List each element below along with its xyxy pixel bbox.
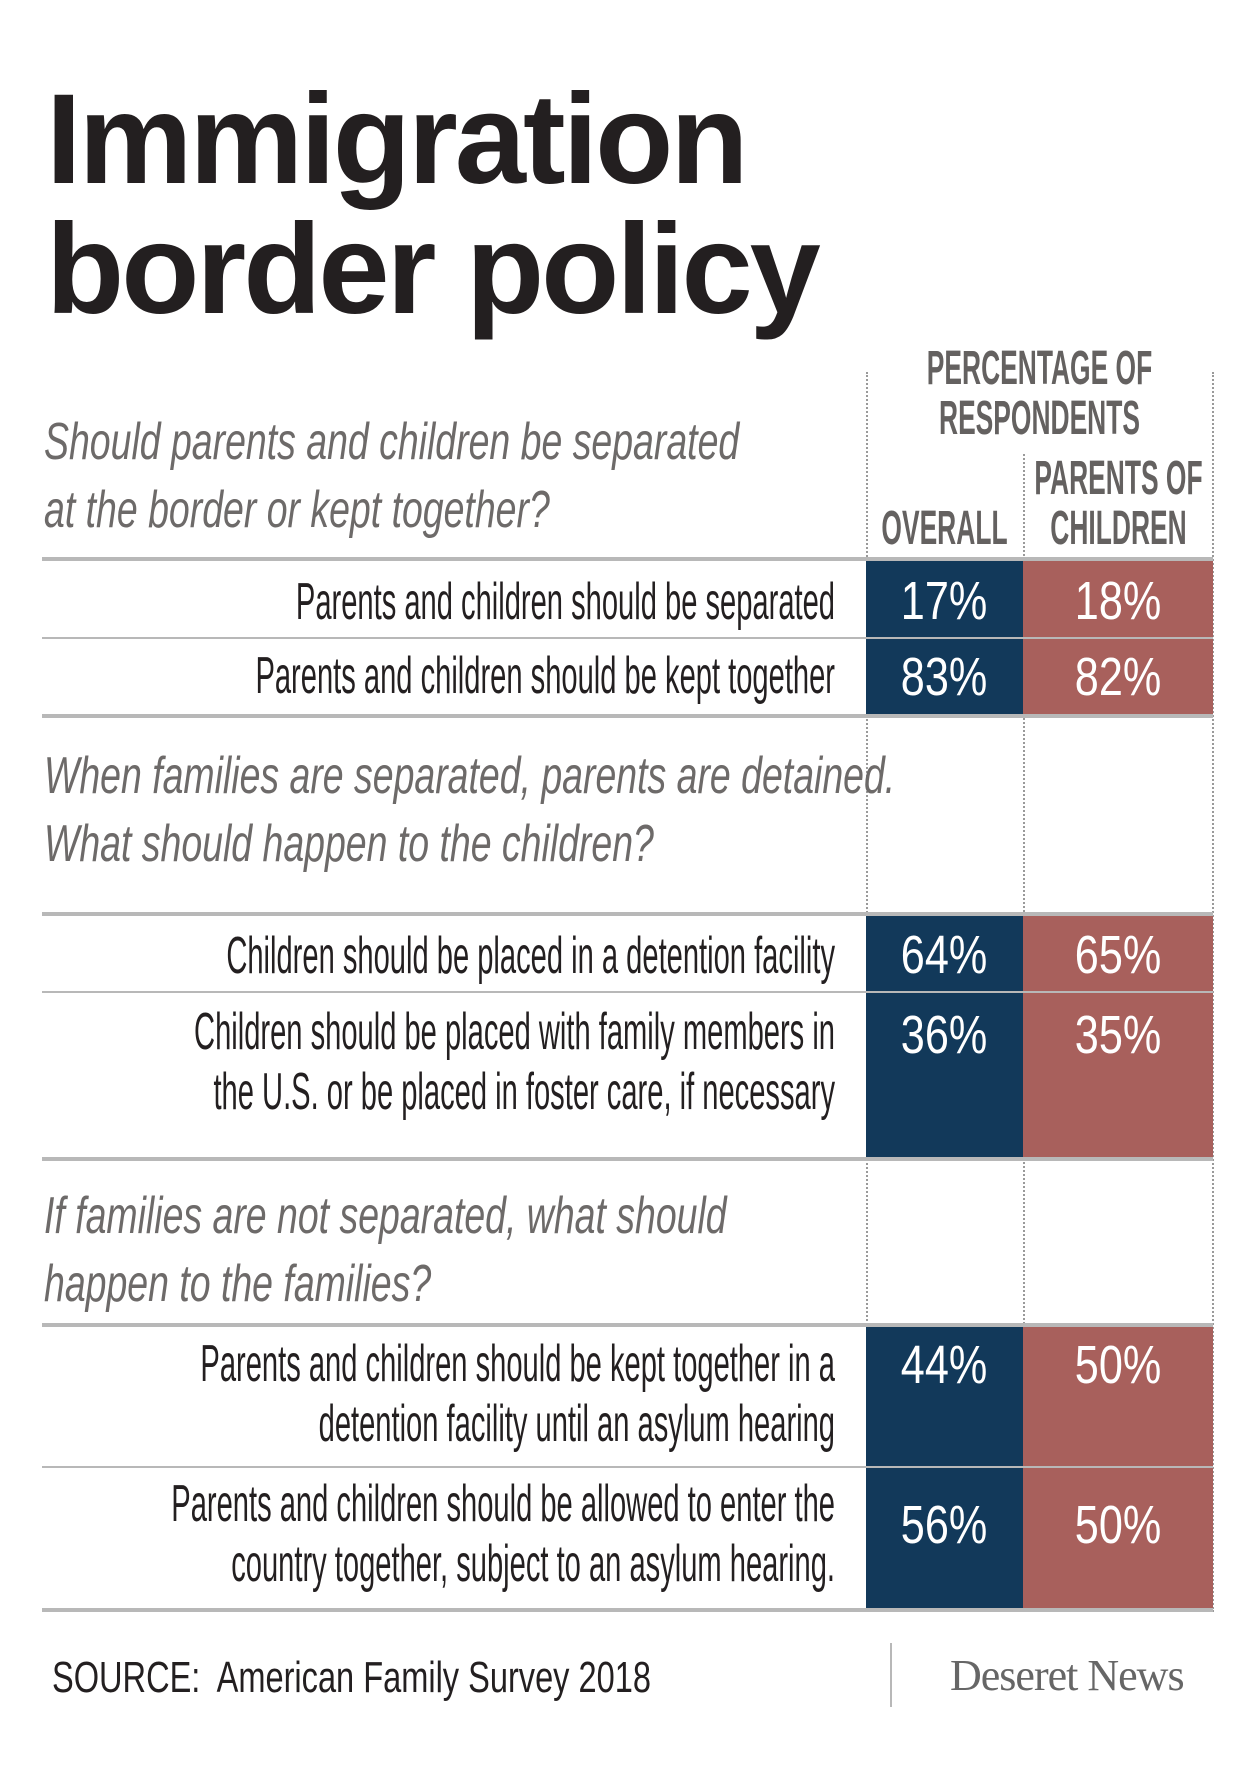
value-text: 83% bbox=[901, 647, 988, 707]
value-text: 36% bbox=[901, 1005, 988, 1065]
value-overall: 64% bbox=[866, 924, 1023, 986]
question-3: If families are not separated, what shou… bbox=[44, 1182, 836, 1318]
row-label: Parents and children should be separated bbox=[51, 572, 835, 632]
value-overall: 17% bbox=[866, 570, 1023, 632]
rule bbox=[42, 912, 1213, 916]
header-group-line: RESPONDENTS bbox=[939, 392, 1140, 445]
row-label: Parents and children should be kept toge… bbox=[51, 646, 835, 706]
row-label: Parents and children should be allowed t… bbox=[51, 1474, 835, 1594]
bar-parents bbox=[1023, 914, 1213, 1159]
row-label-line: Parents and children should be kept toge… bbox=[255, 647, 836, 705]
header-overall: OVERALL bbox=[881, 502, 1008, 555]
question-line: When families are separated, parents are… bbox=[44, 747, 896, 805]
question-line: If families are not separated, what shou… bbox=[44, 1187, 727, 1245]
row-label-line: the U.S. or be placed in foster care, if… bbox=[213, 1063, 836, 1121]
header-group-line: PERCENTAGE OF bbox=[926, 342, 1153, 395]
question-2: When families are separated, parents are… bbox=[44, 742, 1124, 878]
row-label-line: Parents and children should be kept toge… bbox=[200, 1335, 835, 1393]
value-text: 56% bbox=[901, 1495, 988, 1555]
header-parents-line: CHILDREN bbox=[1050, 502, 1187, 555]
bar-overall bbox=[866, 914, 1023, 1159]
value-parents: 82% bbox=[1023, 646, 1213, 708]
value-text: 64% bbox=[901, 925, 988, 985]
value-overall: 44% bbox=[866, 1334, 1023, 1396]
header-parents: PARENTS OF CHILDREN bbox=[1024, 454, 1214, 554]
value-text: 35% bbox=[1074, 1005, 1162, 1065]
rule bbox=[42, 991, 1213, 993]
rule bbox=[42, 1157, 1213, 1161]
rule bbox=[42, 714, 1213, 718]
value-text: 82% bbox=[1074, 647, 1162, 707]
question-line: happen to the families? bbox=[44, 1255, 432, 1313]
deseret-news-logo: Deseret News bbox=[950, 1651, 1185, 1700]
row-label-line: country together, subject to an asylum h… bbox=[231, 1535, 836, 1593]
value-parents: 50% bbox=[1023, 1494, 1213, 1556]
footer-divider bbox=[890, 1643, 892, 1707]
question-line: What should happen to the children? bbox=[44, 815, 654, 873]
rule bbox=[42, 557, 1213, 561]
row-label-line: Parents and children should be separated bbox=[295, 573, 835, 631]
value-parents: 65% bbox=[1023, 924, 1213, 986]
title-line-1: Immigration bbox=[46, 68, 748, 211]
value-text: 17% bbox=[901, 571, 988, 631]
value-text: 50% bbox=[1074, 1335, 1162, 1395]
rule bbox=[42, 1466, 1213, 1468]
header-group: PERCENTAGE OF RESPONDENTS bbox=[866, 344, 1213, 444]
row-label: Children should be placed with family me… bbox=[51, 1002, 835, 1122]
value-overall: 36% bbox=[866, 1004, 1023, 1066]
question-line: at the border or kept together? bbox=[44, 481, 550, 539]
rule bbox=[42, 637, 1213, 639]
value-parents: 50% bbox=[1023, 1334, 1213, 1396]
value-text: 44% bbox=[901, 1335, 988, 1395]
value-parents: 18% bbox=[1023, 570, 1213, 632]
row-label-line: Parents and children should be allowed t… bbox=[171, 1475, 836, 1533]
question-1: Should parents and children be separated… bbox=[44, 408, 836, 544]
value-parents: 35% bbox=[1023, 1004, 1213, 1066]
row-label-line: Children should be placed in a detention… bbox=[226, 927, 836, 985]
row-label: Parents and children should be kept toge… bbox=[51, 1334, 835, 1454]
row-label: Children should be placed in a detention… bbox=[51, 926, 835, 986]
column-divider-right bbox=[1212, 372, 1214, 1612]
title-line-2: border policy bbox=[46, 198, 821, 341]
source-note: SOURCE: American Family Survey 2018 bbox=[52, 1653, 651, 1702]
row-label-line: detention facility until an asylum heari… bbox=[318, 1395, 835, 1453]
row-label-line: Children should be placed with family me… bbox=[194, 1003, 835, 1061]
value-text: 50% bbox=[1074, 1495, 1162, 1555]
rule bbox=[42, 1323, 1213, 1327]
header-parents-line: PARENTS OF bbox=[1034, 452, 1203, 505]
value-overall: 83% bbox=[866, 646, 1023, 708]
question-line: Should parents and children be separated bbox=[44, 413, 740, 471]
value-overall: 56% bbox=[866, 1494, 1023, 1556]
value-text: 65% bbox=[1074, 925, 1162, 985]
rule bbox=[42, 1608, 1213, 1612]
value-text: 18% bbox=[1074, 571, 1162, 631]
